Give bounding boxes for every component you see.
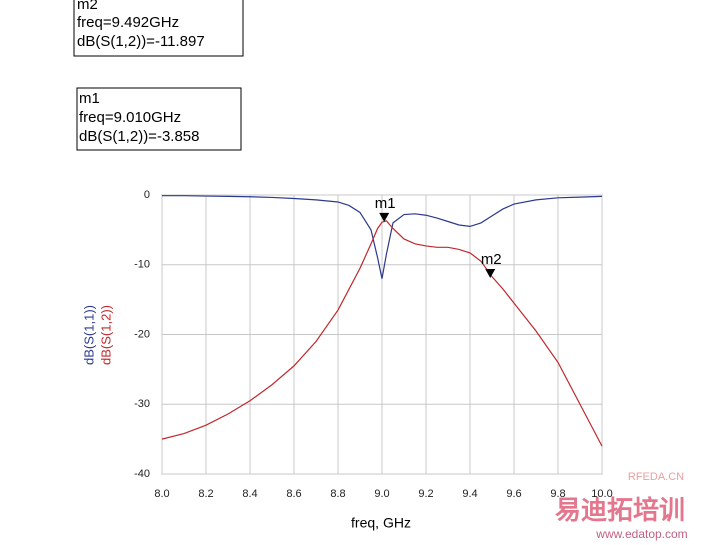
y-tick-label: -10 [134,259,150,271]
x-tick-label: 8.8 [330,488,345,500]
marker-label: m1 [375,195,396,212]
marker-triangle [379,212,390,222]
x-tick-label: 9.8 [550,488,565,500]
watermark: RFEDA.CN [628,471,684,483]
x-tick-label: 8.6 [286,488,301,500]
marker-text: m1 [79,90,100,107]
marker-triangle [485,268,496,278]
x-tick-label: 8.0 [154,488,169,500]
marker-label: m2 [481,251,502,268]
x-tick-label: 8.4 [242,488,257,500]
legend-label: dB(S(1,1)) [81,305,96,365]
watermark: www.edatop.com [595,527,687,541]
x-tick-label: 9.0 [374,488,389,500]
marker-text: freq=9.010GHz [79,109,181,126]
x-tick-label: 9.2 [418,488,433,500]
marker-text: dB(S(1,2))=-3.858 [79,128,199,145]
legend-label: dB(S(1,2)) [98,305,113,365]
x-tick-label: 10.0 [591,488,612,500]
x-axis-label: freq, GHz [351,515,411,531]
y-tick-label: -20 [134,328,150,340]
series-line [161,220,603,447]
y-tick-label: -30 [134,398,150,410]
y-tick-label: 0 [144,189,150,201]
marker-text: freq=9.492GHz [77,14,179,31]
y-tick-label: -40 [134,468,150,480]
marker-box [73,0,244,57]
marker-box [76,87,242,151]
x-tick-label: 8.2 [198,488,213,500]
watermark: 易迪拓培训 [555,495,685,525]
marker-text: m2 [77,0,98,13]
x-tick-label: 9.4 [462,488,477,500]
series-line [162,195,603,279]
marker-text: dB(S(1,2))=-11.897 [77,33,205,50]
x-tick-label: 9.6 [506,488,521,500]
